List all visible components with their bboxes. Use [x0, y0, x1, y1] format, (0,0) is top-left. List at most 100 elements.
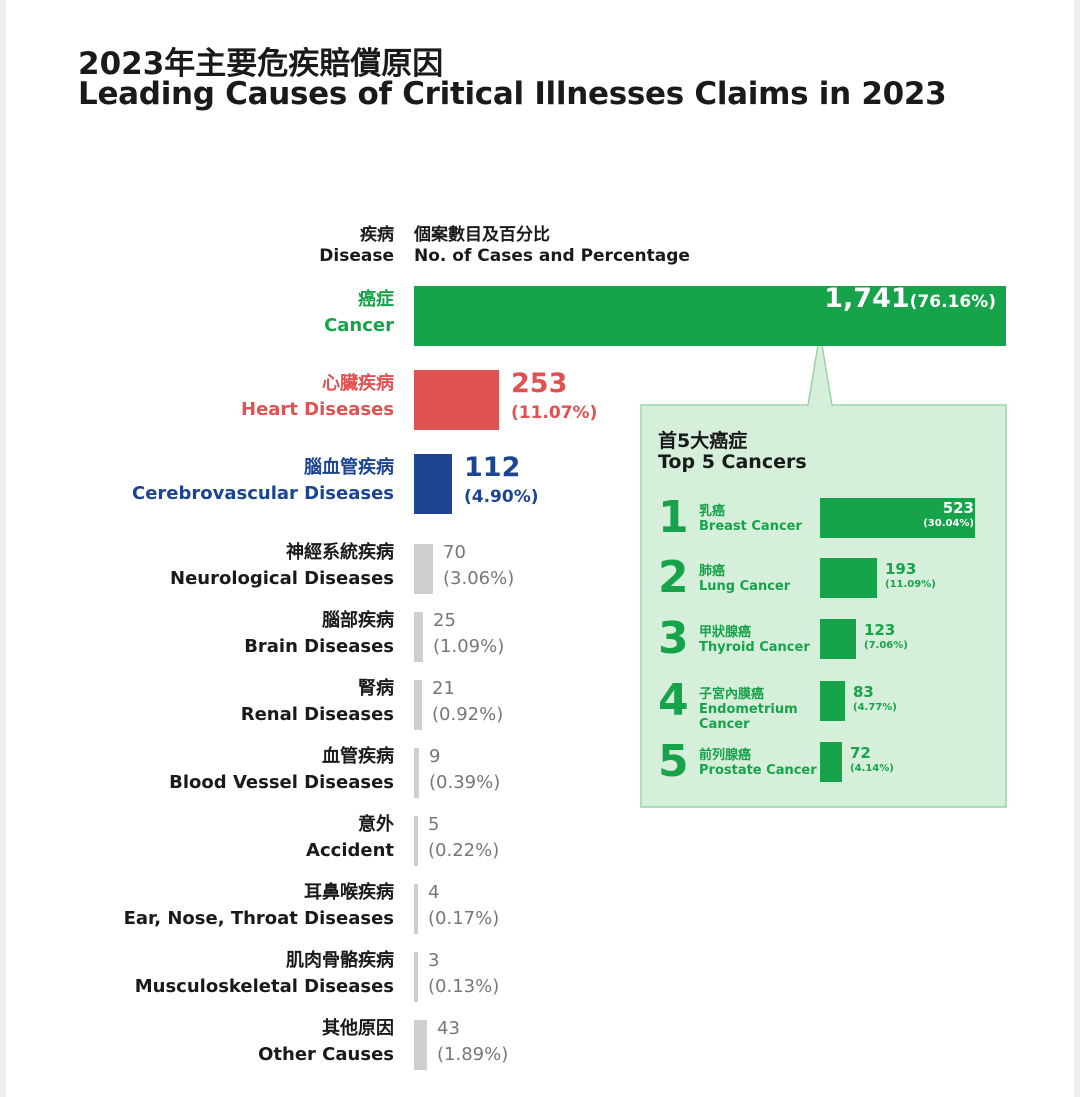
value-label-4: 25 (1.09%) [433, 608, 504, 660]
bar-1 [414, 370, 499, 430]
value-number: 193 [885, 560, 917, 578]
value-number: 3 [428, 950, 440, 971]
bar-7 [414, 816, 418, 866]
chart-title-zh: 2023年主要危疾賠償原因 [78, 46, 444, 82]
cancer-name-4: 前列腺癌 Prostate Cancer [699, 748, 817, 778]
bar-4 [414, 612, 423, 662]
category-label-zh: 腎病 [358, 678, 394, 699]
cancer-name-zh: 前列腺癌 [699, 748, 752, 763]
value-number: 43 [437, 1018, 460, 1039]
category-label-zh: 耳鼻喉疾病 [304, 882, 394, 903]
value-percent: (0.39%) [429, 772, 501, 793]
category-label-en: Renal Diseases [240, 704, 394, 725]
value-number: 253 [511, 368, 568, 399]
cancer-name-zh: 甲狀腺癌 [699, 625, 752, 640]
value-percent: (4.90%) [464, 487, 539, 507]
header-disease-en: Disease [319, 246, 394, 266]
rank-number-2: 2 [658, 552, 689, 603]
rank-number-4: 4 [658, 675, 689, 726]
category-label-en: Blood Vessel Diseases [169, 772, 394, 793]
category-label-zh: 腦部疾病 [322, 610, 394, 631]
value-number: 123 [864, 621, 896, 639]
category-label-en: Heart Diseases [241, 399, 394, 420]
chart-title-en: Leading Causes of Critical Illnesses Cla… [78, 76, 947, 112]
header-cases-en: No. of Cases and Percentage [414, 246, 690, 266]
category-label-9: 肌肉骨骼疾病 Musculoskeletal Diseases [135, 948, 394, 1000]
category-label-zh: 肌肉骨骼疾病 [286, 950, 394, 971]
value-number: 523 [942, 499, 974, 517]
bar-10 [414, 1020, 427, 1070]
value-number: 112 [464, 452, 521, 483]
value-percent: (11.07%) [511, 403, 598, 423]
category-label-3: 神經系統疾病 Neurological Diseases [170, 540, 394, 592]
category-label-6: 血管疾病 Blood Vessel Diseases [169, 744, 394, 796]
value-percent: (0.92%) [432, 704, 504, 725]
value-number: 70 [443, 542, 466, 563]
bar-9 [414, 952, 418, 1002]
bar-2 [414, 454, 452, 514]
category-label-4: 腦部疾病 Brain Diseases [244, 608, 394, 660]
left-edge-strip [0, 0, 6, 1097]
value-percent: (0.17%) [428, 908, 500, 929]
value-percent: (30.04%) [923, 518, 974, 529]
bar-6 [414, 748, 419, 798]
cancer-name-en: Breast Cancer [699, 519, 802, 534]
category-label-zh: 意外 [358, 814, 394, 835]
cancer-name-1: 肺癌 Lung Cancer [699, 564, 790, 594]
category-label-en: Accident [306, 840, 394, 861]
category-label-en: Neurological Diseases [170, 568, 394, 589]
value-number: 5 [428, 814, 440, 835]
category-label-en: Ear, Nose, Throat Diseases [123, 908, 394, 929]
cancer-name-zh: 乳癌 [699, 504, 726, 519]
category-label-10: 其他原因 Other Causes [258, 1016, 394, 1068]
rank-number-5: 5 [658, 736, 689, 787]
cancer-value-2: 123 (7.06%) [864, 621, 908, 652]
cancer-name-en: Lung Cancer [699, 579, 791, 594]
category-label-5: 腎病 Renal Diseases [241, 676, 394, 728]
category-label-zh: 腦血管疾病 [304, 457, 394, 478]
cancer-name-3: 子宮內膜癌 Endometrium Cancer [699, 687, 809, 732]
value-label-2: 112 (4.90%) [464, 452, 539, 510]
cancer-value-4: 72 (4.14%) [850, 744, 894, 775]
category-label-en: Cerebrovascular Diseases [132, 483, 394, 504]
cancer-value-0: 523 (30.04%) [923, 499, 974, 530]
value-number: 4 [428, 882, 440, 903]
value-percent: (0.13%) [428, 976, 500, 997]
right-edge-strip [1074, 0, 1080, 1097]
category-label-2: 腦血管疾病 Cerebrovascular Diseases [132, 455, 394, 507]
category-label-8: 耳鼻喉疾病 Ear, Nose, Throat Diseases [124, 880, 394, 932]
category-label-7: 意外 Accident [306, 812, 394, 864]
cancer-value-3: 83 (4.77%) [853, 683, 897, 714]
value-label-9: 3 (0.13%) [428, 948, 499, 1000]
value-number: 72 [850, 744, 871, 762]
cancer-bar-2 [820, 619, 856, 659]
value-percent: (1.89%) [437, 1044, 509, 1065]
top5-title-zh: 首5大癌症 [658, 430, 748, 452]
value-percent: (0.22%) [428, 840, 500, 861]
category-label-zh: 癌症 [358, 289, 394, 310]
cancer-name-en: Thyroid Cancer [699, 640, 810, 655]
value-percent: (4.14%) [850, 763, 894, 774]
value-label-3: 70 (3.06%) [443, 540, 514, 592]
value-number: 25 [433, 610, 456, 631]
cancer-name-zh: 子宮內膜癌 [699, 687, 765, 702]
category-label-zh: 神經系統疾病 [286, 542, 394, 563]
cancer-name-en: Prostate Cancer [699, 763, 817, 778]
rank-number-3: 3 [658, 613, 689, 664]
category-label-zh: 血管疾病 [322, 746, 394, 767]
rank-number-1: 1 [658, 492, 689, 543]
category-label-en: Musculoskeletal Diseases [134, 976, 394, 997]
category-label-en: Cancer [324, 315, 394, 336]
value-percent: (11.09%) [885, 579, 936, 590]
value-label-6: 9 (0.39%) [429, 744, 500, 796]
cancer-bar-4 [820, 742, 842, 782]
value-label-0: 1,741(76.16%) [824, 283, 996, 315]
value-number: 83 [853, 683, 874, 701]
cancer-value-1: 193 (11.09%) [885, 560, 936, 591]
value-percent: (1.09%) [433, 636, 505, 657]
value-number: 9 [429, 746, 441, 767]
value-label-8: 4 (0.17%) [428, 880, 499, 932]
bar-8 [414, 884, 418, 934]
cancer-bar-0 [820, 498, 975, 538]
